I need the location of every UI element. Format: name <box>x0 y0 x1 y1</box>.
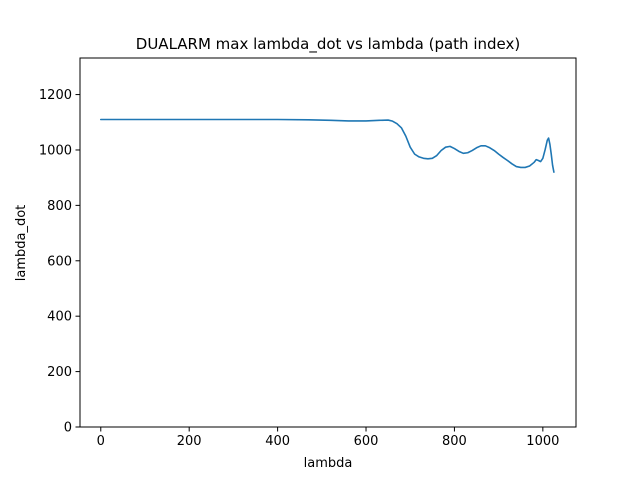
x-tick-label: 400 <box>265 434 290 449</box>
x-tick-label: 0 <box>97 434 105 449</box>
chart-title: DUALARM max lambda_dot vs lambda (path i… <box>136 35 520 54</box>
series-line-0 <box>99 118 555 173</box>
x-tick-label: 1000 <box>526 434 559 449</box>
x-tick-label: 200 <box>177 434 202 449</box>
y-tick-label: 1200 <box>39 88 72 103</box>
axes-border <box>79 57 577 428</box>
y-tick-label: 600 <box>47 254 72 269</box>
y-tick-label: 0 <box>64 421 72 436</box>
plot-area <box>99 118 555 173</box>
x-tick-label: 600 <box>354 434 379 449</box>
y-tick-label: 1000 <box>39 143 72 158</box>
y-axis-label: lambda_dot <box>14 205 29 282</box>
y-axis-ticks: 0 200 400 600 800 1000 1200 <box>39 88 80 436</box>
y-tick-label: 200 <box>47 365 72 380</box>
axes-frame <box>79 57 577 428</box>
x-tick-label: 800 <box>442 434 467 449</box>
y-tick-label: 800 <box>47 199 72 214</box>
x-axis-label: lambda <box>304 456 353 471</box>
x-axis-ticks: 0 200 400 600 800 1000 <box>97 427 559 449</box>
y-tick-label: 400 <box>47 310 72 325</box>
